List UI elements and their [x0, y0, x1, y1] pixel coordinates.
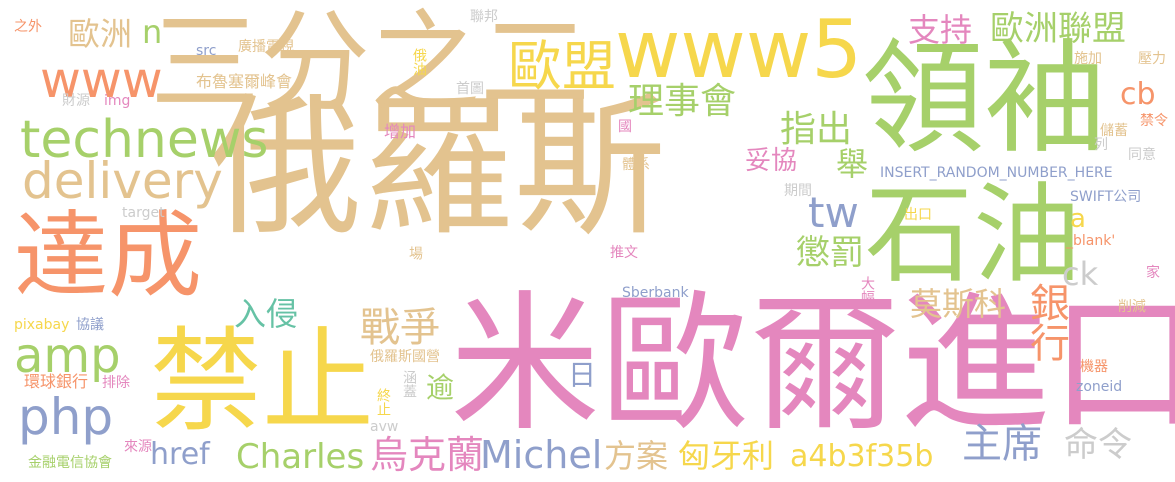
- word-savings: 儲蓄: [1100, 123, 1128, 139]
- word-www5: www5: [615, 3, 863, 96]
- word-agreement: 協議: [76, 317, 104, 333]
- word-agree: 同意: [1128, 147, 1156, 163]
- word-src: src: [196, 43, 217, 59]
- word-brussels-summit: 布魯塞爾峰會: [196, 72, 293, 91]
- word-machine: 機器: [1080, 359, 1108, 375]
- word-global-bank: 環球銀行: [24, 372, 89, 391]
- word-technews: technews: [20, 110, 269, 170]
- word-tw: tw: [808, 188, 859, 237]
- word-insert-random-number: INSERT_RANDOM_NUMBER_HERE: [880, 165, 1113, 181]
- word-oil: 石油: [865, 173, 1082, 298]
- word-pressure: 壓力: [1138, 51, 1166, 67]
- word-href: href: [150, 437, 210, 472]
- word-european-union: 歐洲聯盟: [990, 9, 1126, 49]
- word-embargo: 禁令: [1140, 113, 1168, 129]
- word-telecom-association: 金融電信協會: [28, 455, 112, 471]
- word-exclude: 排除: [102, 375, 130, 391]
- word-terminate: 終止: [375, 388, 391, 416]
- word-a4b3f35b: a4b3f35b: [790, 439, 934, 474]
- word-eu: 歐盟: [508, 35, 616, 98]
- word-moscow: 莫斯科: [910, 285, 1007, 323]
- word-punish: 懲罰: [796, 233, 864, 273]
- word-leader: 領袖: [862, 28, 1106, 170]
- word-home: 家: [1146, 265, 1160, 281]
- word-outside: 之外: [14, 19, 42, 35]
- word-cover-image: 首圖: [456, 81, 484, 97]
- word-federal: 聯邦: [470, 9, 498, 25]
- word-list: 列: [1094, 137, 1108, 153]
- word-delivery: delivery: [22, 152, 223, 210]
- word-export: 出口: [904, 207, 932, 223]
- word-country: 國: [618, 119, 632, 135]
- word-russian-oil: 俄油: [411, 48, 427, 76]
- word-avw: avw: [370, 419, 399, 435]
- word-system: 體系: [622, 157, 650, 173]
- word-compromise: 妥協: [745, 146, 798, 176]
- word-zoneid: zoneid: [1076, 379, 1123, 395]
- word-sberbank: Sberbank: [622, 285, 689, 301]
- word-a: a: [1070, 204, 1086, 234]
- word-reduce: 削減: [1118, 299, 1146, 315]
- word-hold: 舉: [836, 145, 869, 183]
- word-substantially: 大幅: [859, 276, 875, 304]
- word-target: target: [122, 205, 165, 221]
- word-point-out: 指出: [780, 109, 853, 150]
- word-ban: 禁止: [150, 317, 374, 447]
- word-cover: 涵蓋: [401, 370, 417, 398]
- word-img: img: [104, 93, 131, 109]
- word-invade: 入侵: [234, 295, 299, 333]
- word-chairman: 主席: [962, 421, 1042, 467]
- word-tweet: 推文: [610, 245, 638, 261]
- word-www: www: [40, 51, 163, 109]
- word-russia: 俄羅斯: [210, 79, 666, 256]
- word-charles: Charles: [236, 437, 365, 477]
- word-apply: 施加: [1074, 51, 1102, 67]
- word-increase: 增加: [384, 122, 417, 141]
- word-n: n: [142, 13, 163, 51]
- word-reach: 達成: [14, 202, 203, 311]
- word-plan: 方案: [604, 437, 669, 475]
- word-bank: 銀行: [1023, 282, 1069, 362]
- word-michel: Michel: [480, 433, 603, 477]
- word-broadcast: 廣播電視: [238, 39, 294, 55]
- word-funding: 財源: [62, 93, 90, 109]
- word-hungary: 匈牙利: [678, 437, 775, 475]
- word-pixabay: pixabay: [14, 317, 70, 333]
- word-cb: cb: [1120, 77, 1156, 112]
- word-europe: 歐洲: [68, 15, 133, 53]
- word-support: 支持: [908, 11, 973, 49]
- word-period: 期間: [784, 183, 812, 199]
- word-ukraine: 烏克蘭: [370, 433, 485, 477]
- word-swift-company: SWIFT公司: [1070, 189, 1142, 205]
- word-day: 日: [564, 360, 597, 388]
- word-php: php: [18, 388, 114, 446]
- word-war: 戰爭: [360, 305, 440, 351]
- word-exceed: 逾: [426, 371, 455, 404]
- word-order: 命令: [1064, 425, 1132, 465]
- word-ck: ck: [1062, 255, 1099, 293]
- word-amp: amp: [14, 328, 121, 384]
- word-blank: _blank': [1066, 233, 1116, 249]
- word-source: 來源: [124, 439, 152, 455]
- word-michel-import: 米歐爾進口: [450, 278, 1175, 452]
- word-venue: 場: [407, 246, 423, 260]
- word-council: 理事會: [628, 81, 737, 122]
- word-russian-state: 俄羅斯國營: [370, 349, 440, 365]
- word-two-thirds: 三分之二: [150, 0, 590, 127]
